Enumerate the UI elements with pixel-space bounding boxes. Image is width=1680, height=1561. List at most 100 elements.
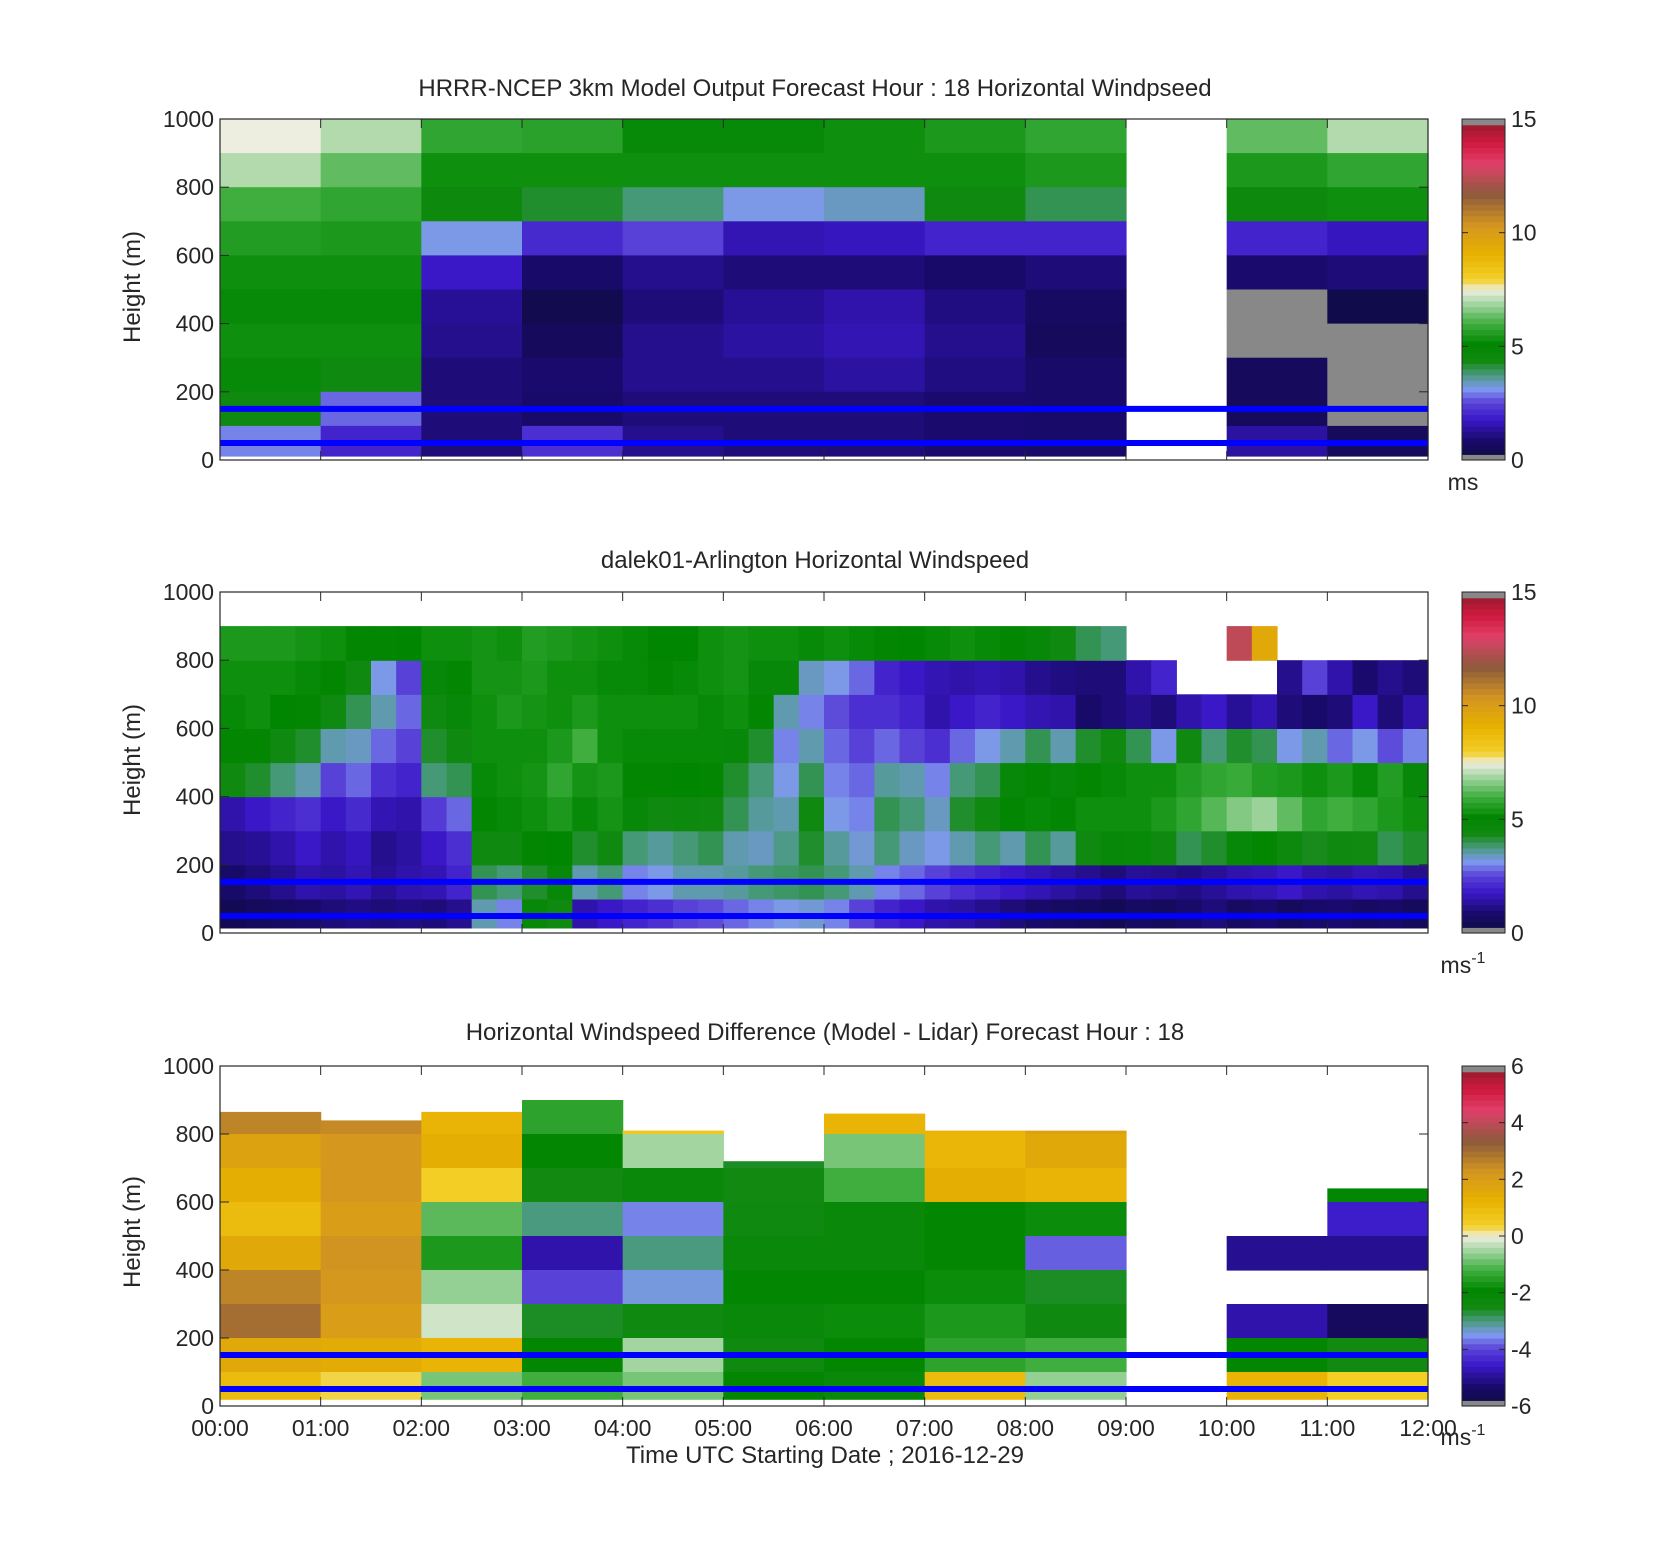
- colorbar-band: [1462, 699, 1505, 707]
- heatmap-cell: [1377, 830, 1404, 866]
- heatmap-cell: [723, 1168, 825, 1203]
- heatmap-cell: [371, 762, 397, 798]
- heatmap-cell: [1100, 728, 1127, 764]
- heatmap-cell: [1302, 796, 1328, 832]
- heatmap-cell: [924, 626, 951, 661]
- heatmap-cell: [270, 762, 297, 798]
- heatmap-cell: [1226, 323, 1328, 359]
- heatmap-cell: [220, 153, 322, 188]
- heatmap-cell: [1226, 1372, 1328, 1400]
- heatmap-cell: [320, 255, 422, 291]
- heatmap-cell: [270, 626, 297, 661]
- heatmap-cell: [245, 660, 271, 695]
- heatmap-cell: [924, 1304, 1026, 1339]
- heatmap-cell: [547, 796, 573, 832]
- heatmap-cell: [1025, 728, 1052, 764]
- colorbar-band: [1462, 1168, 1505, 1175]
- heatmap-cell: [1201, 728, 1228, 764]
- x-tick-label: 12:00: [1399, 1415, 1457, 1441]
- heatmap-cell: [622, 762, 649, 798]
- heatmap-cell: [1327, 694, 1354, 729]
- colorbar-band: [1462, 773, 1505, 781]
- heatmap-cell: [1226, 289, 1328, 325]
- colorbar-band: [1462, 295, 1505, 302]
- heatmap-cell: [446, 796, 473, 832]
- heatmap-cell: [899, 660, 926, 695]
- heatmap-cell: [1000, 694, 1026, 729]
- heatmap-cell: [698, 728, 724, 764]
- heatmap-cell: [270, 660, 297, 695]
- colorbar-band: [1462, 283, 1505, 291]
- heatmap-cell: [773, 830, 800, 866]
- colorbar-band: [1462, 1264, 1505, 1271]
- colorbar-band: [1462, 1134, 1505, 1141]
- heatmap-cell: [924, 119, 1026, 154]
- heatmap-cell: [1226, 762, 1253, 798]
- heatmap-cell: [421, 1236, 523, 1271]
- colorbar-band: [1462, 1179, 1505, 1186]
- heatmap-cell: [597, 660, 624, 695]
- heatmap-cell: [522, 1270, 624, 1305]
- colorbar-band: [1462, 255, 1505, 262]
- heatmap-cell: [924, 323, 1026, 359]
- colorbar-band: [1462, 1213, 1505, 1220]
- colorbar-band: [1462, 1236, 1505, 1243]
- heatmap-cell: [1226, 187, 1328, 222]
- heatmap-cell: [270, 796, 297, 832]
- heatmap-cell: [924, 796, 951, 832]
- colorbar-band: [1462, 1128, 1505, 1135]
- heatmap-cell: [1025, 796, 1052, 832]
- heatmap-cell: [1025, 119, 1127, 154]
- heatmap-cell: [220, 187, 322, 222]
- heatmap-cell: [1226, 626, 1253, 661]
- heatmap-cell: [522, 1100, 624, 1135]
- heatmap-cell: [673, 830, 699, 866]
- colorbar-band: [1462, 904, 1505, 911]
- heatmap-cell: [220, 660, 246, 695]
- heatmap-cell: [1327, 660, 1354, 695]
- heatmap-cell: [924, 289, 1026, 325]
- colorbar-band: [1462, 739, 1505, 747]
- panel-1-reference-lines: [220, 405, 1428, 446]
- heatmap-cell: [899, 728, 926, 764]
- heatmap-cell: [1151, 796, 1177, 832]
- colorbar-band: [1462, 1151, 1505, 1158]
- colorbar-band: [1462, 1377, 1505, 1384]
- colorbar-band: [1462, 1117, 1505, 1124]
- heatmap-cell: [723, 830, 750, 866]
- heatmap-cell: [597, 626, 624, 661]
- heatmap-cell: [371, 660, 397, 695]
- colorbar-band: [1462, 408, 1505, 416]
- heatmap-cell: [698, 660, 724, 695]
- colorbar-band: [1462, 1077, 1505, 1084]
- heatmap-cell: [1025, 1372, 1127, 1400]
- heatmap-cell: [320, 1372, 422, 1400]
- heatmap-cell: [1025, 187, 1127, 222]
- heatmap-cell: [345, 660, 372, 695]
- colorbar-band: [1462, 694, 1505, 701]
- x-tick-label: 06:00: [795, 1415, 853, 1441]
- colorbar-band: [1462, 728, 1505, 735]
- colorbar-band: [1462, 1196, 1505, 1203]
- heatmap-cell: [471, 694, 498, 729]
- heatmap-cell: [824, 1168, 926, 1203]
- colorbar-band: [1462, 357, 1505, 364]
- colorbar-tick-label: 0: [1511, 920, 1524, 946]
- heatmap-cell: [220, 1111, 322, 1135]
- heatmap-cell: [924, 1372, 1026, 1400]
- heatmap-cell: [824, 289, 926, 325]
- heatmap-cell: [1151, 728, 1177, 764]
- heatmap-cell: [673, 626, 699, 661]
- heatmap-cell: [1277, 660, 1303, 695]
- heatmap-cell: [522, 289, 624, 325]
- heatmap-cell: [1025, 323, 1127, 359]
- heatmap-cell: [572, 796, 599, 832]
- colorbar-band: [1462, 1247, 1505, 1254]
- heatmap-cell: [824, 255, 926, 291]
- heatmap-cell: [824, 796, 850, 832]
- heatmap-cell: [1075, 626, 1102, 661]
- colorbar-band: [1462, 722, 1505, 729]
- colorbar-band: [1462, 1281, 1505, 1288]
- heatmap-cell: [622, 1304, 724, 1339]
- colorbar-band: [1462, 147, 1505, 154]
